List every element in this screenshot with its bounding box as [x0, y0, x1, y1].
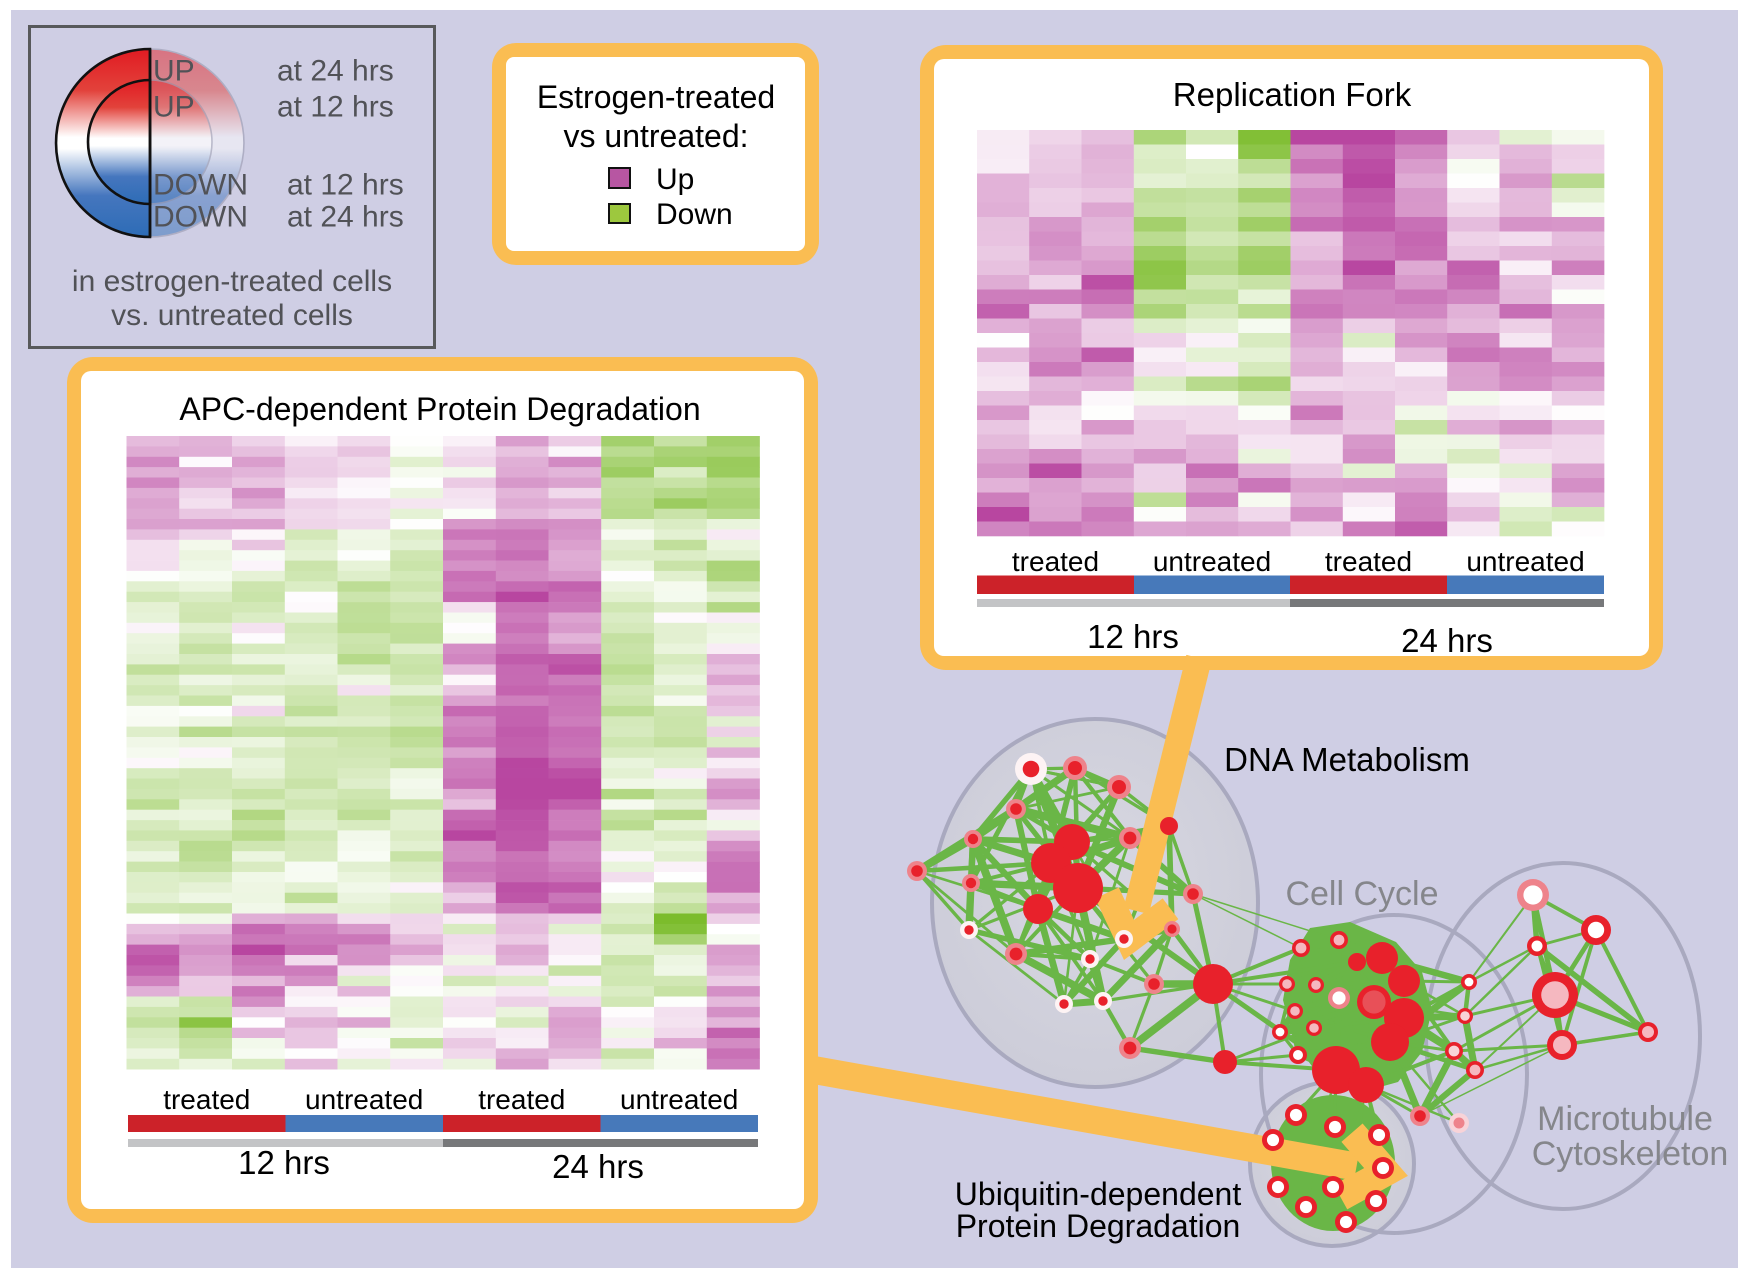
svg-text:Cell Cycle: Cell Cycle — [1285, 875, 1438, 913]
svg-text:treated: treated — [1012, 546, 1099, 577]
svg-text:vs. untreated cells: vs. untreated cells — [111, 299, 353, 332]
svg-text:UP: UP — [153, 55, 195, 88]
svg-text:DOWN: DOWN — [153, 169, 248, 202]
svg-text:untreated: untreated — [620, 1084, 738, 1115]
svg-text:at 24 hrs: at 24 hrs — [287, 201, 404, 234]
svg-text:at 12 hrs: at 12 hrs — [277, 91, 394, 124]
svg-text:Replication Fork: Replication Fork — [1173, 76, 1412, 113]
svg-text:Ubiquitin-dependent: Ubiquitin-dependent — [955, 1176, 1242, 1212]
svg-text:Estrogen-treated: Estrogen-treated — [537, 79, 775, 115]
svg-text:Up: Up — [656, 163, 694, 196]
svg-text:Cytoskeleton: Cytoskeleton — [1532, 1135, 1729, 1173]
svg-text:vs untreated:: vs untreated: — [564, 118, 749, 154]
svg-text:24 hrs: 24 hrs — [1401, 622, 1493, 659]
svg-text:12 hrs: 12 hrs — [1087, 618, 1179, 655]
svg-text:untreated: untreated — [1466, 546, 1584, 577]
svg-text:treated: treated — [478, 1084, 565, 1115]
svg-text:Microtubule: Microtubule — [1537, 1100, 1713, 1138]
svg-text:untreated: untreated — [1153, 546, 1271, 577]
svg-text:at 12 hrs: at 12 hrs — [287, 169, 404, 202]
svg-text:untreated: untreated — [305, 1084, 423, 1115]
svg-text:DNA Metabolism: DNA Metabolism — [1224, 741, 1470, 778]
svg-text:Down: Down — [656, 198, 733, 231]
svg-text:treated: treated — [163, 1084, 250, 1115]
svg-text:treated: treated — [1325, 546, 1412, 577]
svg-text:DOWN: DOWN — [153, 201, 248, 234]
svg-text:in estrogen-treated cells: in estrogen-treated cells — [72, 265, 392, 298]
svg-text:12 hrs: 12 hrs — [238, 1144, 330, 1181]
svg-text:Protein Degradation: Protein Degradation — [956, 1208, 1241, 1244]
svg-text:24 hrs: 24 hrs — [552, 1148, 644, 1185]
svg-text:at 24 hrs: at 24 hrs — [277, 55, 394, 88]
svg-text:APC-dependent Protein Degradat: APC-dependent Protein Degradation — [179, 391, 700, 427]
svg-text:UP: UP — [153, 91, 195, 124]
